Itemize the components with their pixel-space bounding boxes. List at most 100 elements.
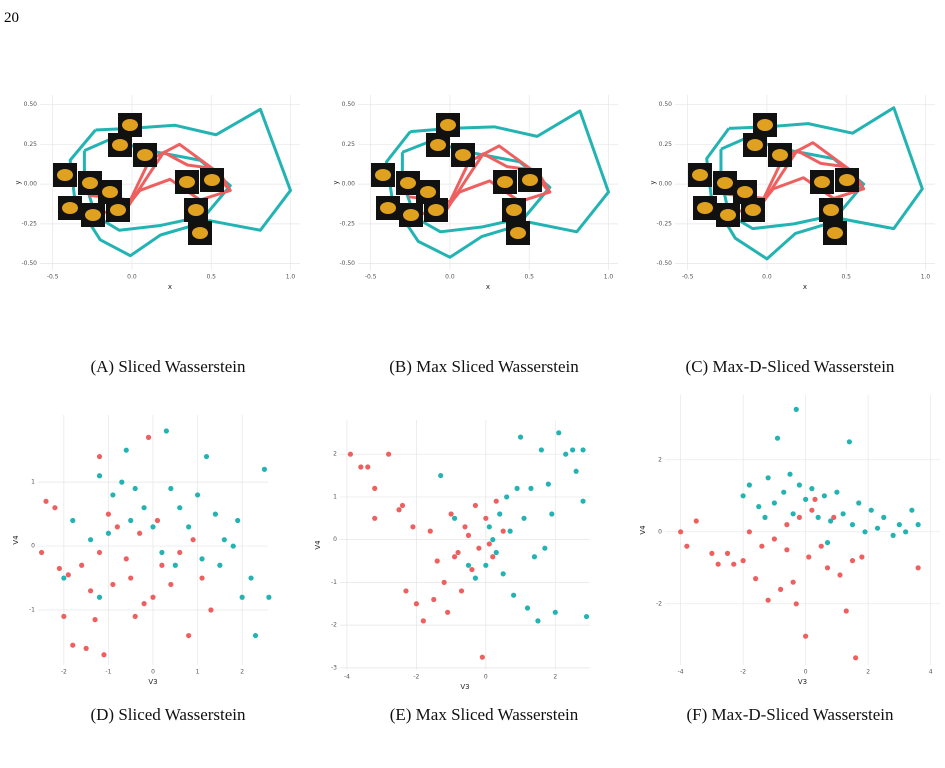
point	[186, 524, 192, 530]
point	[787, 471, 793, 477]
caption: (C) Max-D-Sliced Wasserstein	[686, 357, 895, 376]
point	[194, 492, 201, 498]
point	[859, 554, 865, 560]
point	[123, 556, 129, 562]
point	[128, 575, 134, 581]
point	[818, 543, 824, 549]
caption: (B) Max Sliced Wasserstein	[389, 357, 579, 376]
y-tick-label: 0.00	[659, 181, 673, 188]
point	[531, 554, 538, 560]
thumbnail-object	[737, 186, 753, 198]
x-tick-label: 0	[151, 669, 155, 676]
point	[896, 522, 902, 528]
point	[483, 562, 489, 568]
point	[849, 522, 856, 528]
thumbnail-object	[188, 204, 204, 216]
point	[132, 613, 138, 620]
x-tick-label: 0.0	[127, 274, 137, 281]
point	[740, 558, 746, 564]
point	[774, 435, 781, 441]
point	[853, 655, 859, 661]
thumbnail-object	[102, 186, 118, 198]
point	[756, 504, 762, 510]
point	[684, 543, 690, 549]
thumbnail-object	[403, 209, 419, 221]
thumbnail-object	[179, 176, 195, 188]
y-tick-label: -2	[331, 622, 337, 629]
thumbnail-object	[697, 202, 713, 214]
point	[448, 511, 454, 517]
point	[793, 406, 799, 412]
point	[915, 522, 921, 528]
thumbnail-object	[57, 169, 73, 181]
y-tick-label: 0	[31, 543, 35, 550]
thumbnail-object	[757, 119, 773, 131]
point	[678, 529, 684, 535]
point	[221, 537, 227, 543]
caption: (F) Max-D-Sliced Wasserstein	[687, 705, 894, 724]
point	[856, 500, 862, 506]
y-tick-label: 0	[658, 528, 662, 535]
y-tick-label: 0.00	[342, 181, 356, 188]
y-axis-label: V4	[12, 535, 20, 545]
point	[83, 645, 89, 651]
thumbnail-object	[82, 177, 98, 189]
point	[497, 511, 503, 517]
point	[517, 434, 524, 440]
point	[150, 594, 156, 600]
point	[132, 485, 138, 492]
point	[358, 464, 364, 470]
point	[862, 529, 868, 535]
y-tick-label: 2	[333, 451, 337, 458]
point	[762, 514, 768, 521]
thumbnail-object	[823, 204, 839, 216]
x-tick-label: 1	[196, 669, 200, 676]
point	[61, 575, 67, 581]
point	[524, 605, 531, 611]
point	[172, 562, 178, 568]
point	[177, 505, 183, 511]
x-tick-label: 0.5	[841, 274, 851, 281]
x-tick-label: 2	[553, 674, 557, 681]
point	[128, 517, 134, 524]
point	[413, 601, 419, 607]
point	[843, 608, 849, 614]
point	[365, 464, 371, 470]
point	[114, 524, 120, 530]
point	[570, 447, 576, 453]
point	[186, 632, 192, 639]
y-tick-label: -3	[331, 664, 337, 671]
point	[500, 528, 506, 534]
x-tick-label: 0	[804, 669, 808, 676]
point	[771, 500, 777, 506]
point	[837, 572, 843, 578]
thumbnail-object	[204, 174, 220, 186]
thumbnail-object	[510, 227, 526, 239]
point	[110, 492, 116, 498]
point	[159, 549, 165, 556]
point	[163, 428, 169, 434]
y-tick-label: 0.25	[659, 141, 673, 148]
point	[177, 549, 183, 556]
y-tick-label: -1	[29, 607, 35, 614]
point	[141, 505, 147, 511]
x-axis-label: V3	[798, 678, 807, 686]
point	[806, 554, 812, 560]
point	[87, 537, 94, 543]
point	[840, 511, 846, 517]
thumbnail-object	[720, 209, 736, 221]
point	[119, 479, 125, 485]
point	[765, 597, 771, 603]
point	[79, 562, 85, 568]
point	[490, 554, 496, 560]
x-tick-label: 0	[484, 674, 488, 681]
y-tick-label: 0.25	[342, 141, 356, 148]
point	[778, 586, 784, 593]
point	[150, 524, 156, 530]
point	[123, 447, 129, 453]
point	[105, 530, 112, 536]
point	[43, 498, 49, 504]
y-tick-label: 1	[333, 493, 337, 500]
point	[831, 514, 837, 521]
